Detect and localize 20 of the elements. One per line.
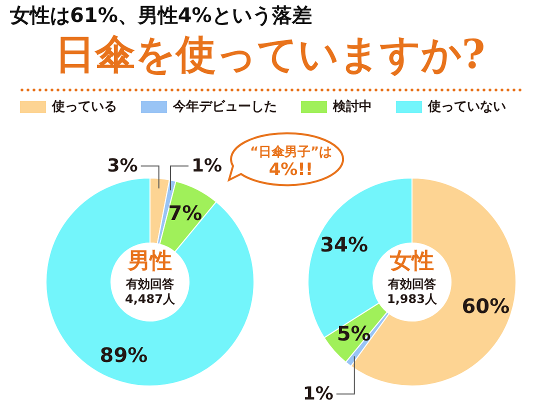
text: “日傘男子”は 4%!! (250, 145, 332, 180)
data-label: 3% (107, 156, 138, 176)
data-label: 60% (462, 294, 510, 318)
data-label: 7% (168, 200, 202, 225)
legend-label: 使っていない (427, 100, 506, 114)
text: 女性 (389, 249, 434, 274)
data-label: 1% (302, 384, 334, 404)
donut-slice (46, 178, 254, 386)
chart-subtitle: 日傘を使っていますか? (54, 31, 486, 78)
chart-title: 女性は61%、男性4%という落差 (9, 3, 312, 27)
legend-label: 使っている (51, 100, 117, 114)
legend-label: 検討中 (332, 98, 372, 114)
text: 男性 (127, 249, 172, 274)
text: 有効回答 4,487人 (125, 277, 176, 306)
data-label: 5% (336, 321, 371, 346)
text: 有効回答 1,983人 (387, 277, 438, 306)
legend-label: 今年デビューした (172, 100, 277, 114)
data-label: 1% (192, 156, 222, 176)
data-label: 34% (320, 232, 368, 257)
data-label: 89% (100, 342, 148, 367)
